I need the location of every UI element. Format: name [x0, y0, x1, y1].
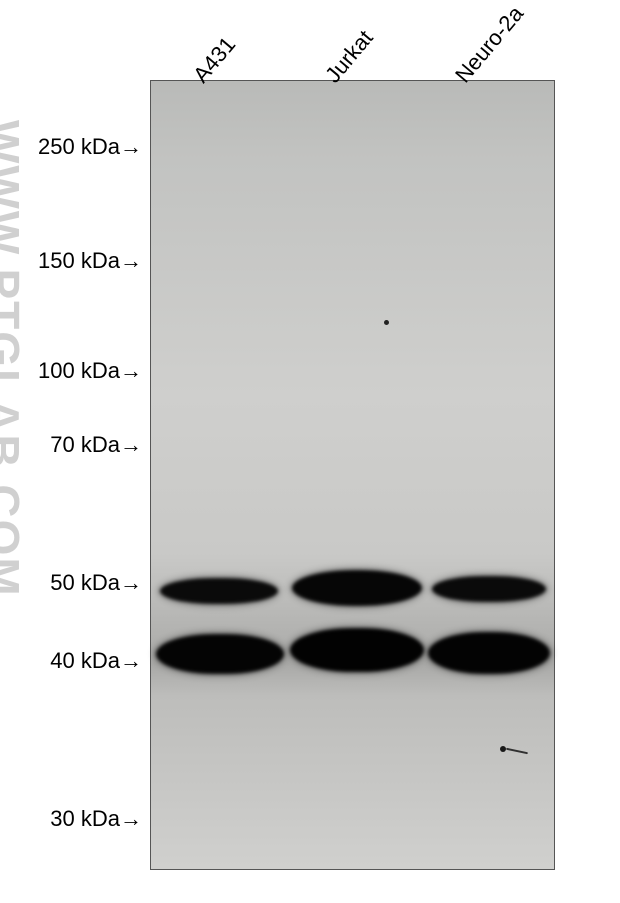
band-lane2-lower: [428, 632, 550, 674]
marker-40: 40 kDa→: [50, 648, 142, 674]
band-lane1-upper: [292, 570, 422, 606]
marker-50: 50 kDa→: [50, 570, 142, 596]
marker-30: 30 kDa→: [50, 806, 142, 832]
band-lane1-lower: [290, 628, 424, 672]
lane-label-neuro2a: Neuro-2a: [450, 1, 529, 88]
band-lane0-upper: [160, 578, 278, 604]
band-lane2-upper: [432, 576, 546, 602]
marker-70: 70 kDa→: [50, 432, 142, 458]
band-lane0-lower: [156, 634, 284, 674]
marker-150: 150 kDa→: [38, 248, 142, 274]
watermark-text: WWW.PTGLAB.COM: [0, 120, 30, 598]
marker-100: 100 kDa→: [38, 358, 142, 384]
blot-background: [150, 80, 555, 870]
marker-250: 250 kDa→: [38, 134, 142, 160]
blot-container: [150, 80, 555, 870]
artifact-speck-1: [384, 320, 389, 325]
lane-label-jurkat: Jurkat: [320, 25, 378, 88]
